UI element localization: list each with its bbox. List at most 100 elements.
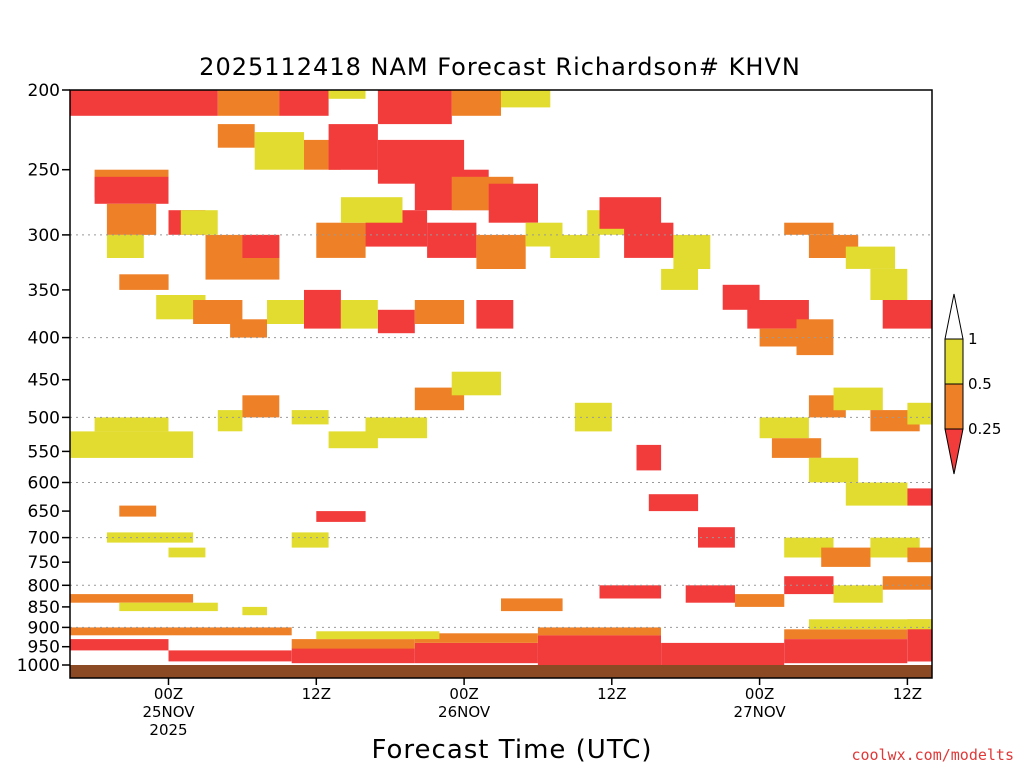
heatmap-cell [784, 629, 908, 639]
heatmap-cell [907, 627, 932, 662]
colorbar: 1 0.5 0.25 [944, 293, 1001, 475]
heatmap-cell [648, 494, 699, 512]
heatmap-cell [230, 319, 267, 338]
heatmap-cell [70, 90, 218, 116]
x-tick-label: 00Z [154, 685, 183, 703]
heatmap-cell [414, 300, 465, 324]
x-tick-label: 12Z [893, 685, 922, 703]
heatmap-cell [451, 371, 501, 396]
heatmap-cell [661, 268, 698, 290]
heatmap-cell [106, 203, 157, 235]
heatmap-cell [501, 90, 551, 108]
heatmap-cell [427, 222, 477, 258]
heatmap-cell [254, 132, 304, 170]
heatmap-cell [771, 438, 822, 458]
chart-title: 2025112418 NAM Forecast Richardson# KHVN [199, 53, 801, 81]
y-tick-label: 200 [28, 81, 60, 101]
heatmap-cell [735, 594, 785, 607]
heatmap-cell [821, 547, 871, 567]
heatmap-cell [784, 222, 834, 235]
heatmap-cell [907, 402, 932, 425]
heatmap-cell [870, 410, 920, 432]
heatmap-cell [870, 537, 920, 558]
y-tick-label: 800 [28, 576, 60, 596]
y-tick-label: 750 [28, 553, 60, 573]
heatmap-cell [685, 585, 735, 603]
heatmap-cell [833, 585, 883, 603]
heatmap-cell [328, 124, 378, 170]
heatmap-cell [784, 537, 834, 558]
heatmap-cell [808, 619, 932, 630]
heatmap-cells [70, 90, 932, 665]
heatmap-cell [70, 594, 194, 603]
heatmap-cell [907, 547, 932, 563]
heatmap-cell [636, 444, 662, 471]
heatmap-cell [365, 417, 428, 439]
y-tick-label: 600 [28, 474, 60, 494]
y-tick-label: 1000 [17, 656, 60, 676]
heatmap-cell [217, 410, 243, 432]
heatmap-cell [70, 627, 292, 636]
heatmap-cell [488, 183, 538, 223]
heatmap-cell [550, 234, 600, 258]
colorbar-label: 0.25 [968, 420, 1001, 438]
heatmap-cell [673, 234, 711, 269]
heatmap-cell [70, 639, 169, 651]
heatmap-cell [599, 585, 662, 599]
y-tick-label: 950 [28, 638, 60, 658]
colorbar-bin [944, 338, 964, 385]
heatmap-cell [476, 300, 514, 329]
ground-band [70, 665, 932, 678]
heatmap-cell [340, 197, 403, 223]
heatmap-cell [537, 627, 661, 636]
heatmap-cell [291, 532, 329, 548]
heatmap-cell [808, 457, 859, 483]
plot-frame [69, 89, 933, 679]
y-tick-label: 250 [28, 161, 60, 181]
heatmap-cell [451, 90, 501, 116]
heatmap-cell [340, 300, 378, 329]
heatmap-cell [94, 417, 169, 432]
heatmap-cell [168, 650, 292, 662]
x-tick-label: 12Z [597, 685, 626, 703]
x-tick-label: 25NOV [142, 703, 195, 721]
y-tick-label: 450 [28, 371, 60, 391]
y-tick-label: 350 [28, 281, 60, 301]
heatmap-cell [414, 633, 538, 643]
heatmap-cell [377, 309, 415, 334]
y-tick-label: 850 [28, 598, 60, 618]
heatmap-cell [119, 274, 169, 290]
heatmap-cell [882, 300, 932, 329]
source-credit[interactable]: coolwx.com/modelts [851, 746, 1014, 764]
heatmap-cell [784, 639, 908, 664]
y-tick-label: 300 [28, 226, 60, 246]
heatmap-cell [217, 90, 280, 116]
x-tick-label: 27NOV [734, 703, 787, 721]
x-axis-title: Forecast Time (UTC) [371, 735, 652, 765]
colorbar-top-arrow [944, 293, 964, 340]
heatmap-cell [291, 639, 415, 649]
x-tick-label: 00Z [449, 685, 478, 703]
heatmap-cell [845, 246, 896, 269]
colorbar-label: 0.5 [968, 375, 992, 393]
heatmap-cell [106, 234, 144, 258]
y-tick-label: 650 [28, 502, 60, 522]
heatmap-cell [759, 417, 809, 439]
heatmap-cell [698, 527, 735, 548]
heatmap-cell [316, 511, 366, 522]
heatmap-cell [882, 576, 932, 590]
heatmap-cell [661, 642, 785, 665]
heatmap-cell [279, 90, 329, 116]
y-axis: 200 250 300 350 400 450 500 550 600 650 700 750 8008… [17, 81, 70, 676]
y-tick-label: 500 [28, 408, 60, 428]
heatmap-cell [119, 505, 157, 517]
heatmap-cell [316, 631, 440, 640]
colorbar-label: 1 [968, 330, 978, 348]
heatmap-cell [537, 635, 661, 665]
heatmap-cell [414, 642, 538, 664]
heatmap-cell [119, 602, 218, 612]
x-tick-label: 00Z [745, 685, 774, 703]
x-tick-label: 12Z [302, 685, 331, 703]
heatmap-cell [291, 648, 415, 664]
